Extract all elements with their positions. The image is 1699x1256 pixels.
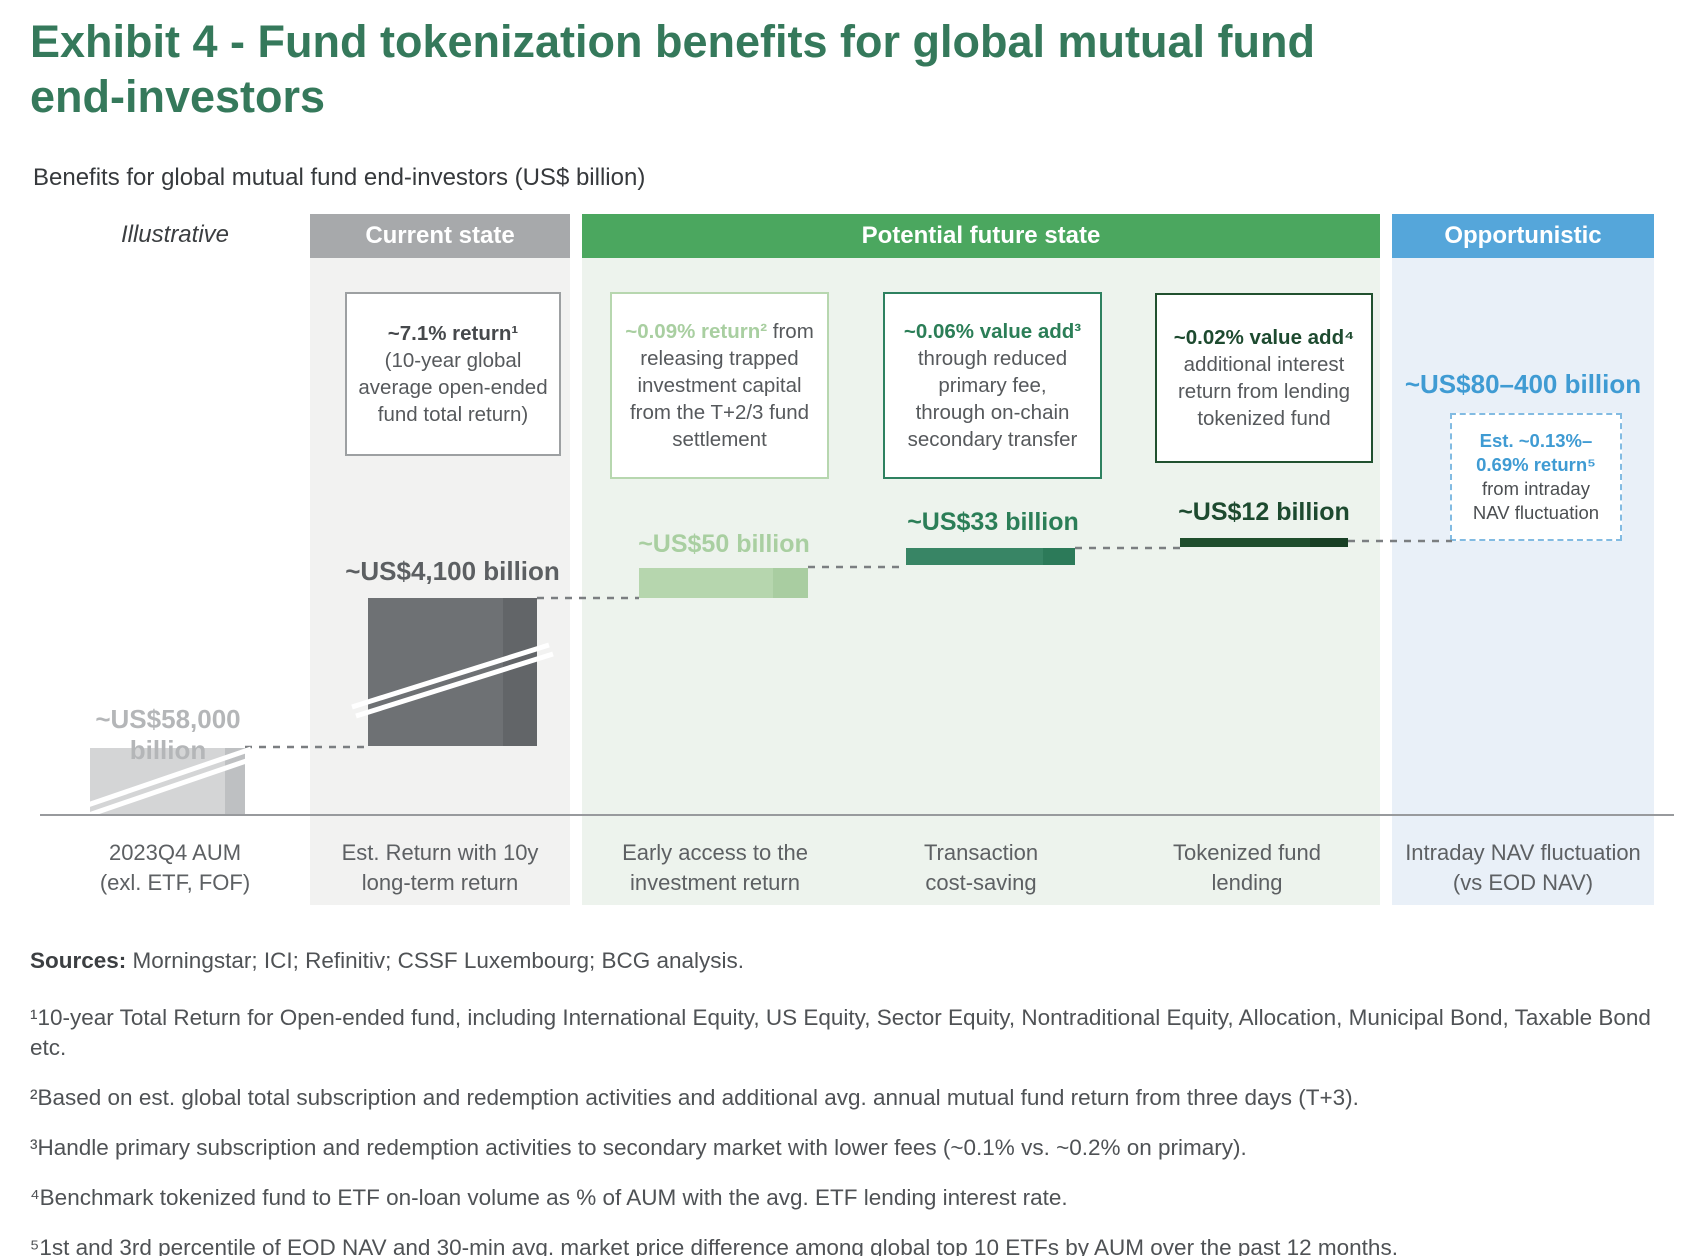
bar-early-access xyxy=(639,568,808,598)
bar-value-label-opportunistic: ~US$80–400 billion xyxy=(1404,369,1642,399)
x-axis-line xyxy=(40,814,1674,816)
annotation-rest: (10-year global average open-ended fund … xyxy=(358,348,548,427)
bar-value-label: ~US$33 billion xyxy=(907,508,1079,536)
footnotes-block: Sources: Morningstar; ICI; Refinitiv; CS… xyxy=(30,946,1678,1256)
bar-shade-strip xyxy=(1043,548,1075,565)
annotation-rest: additional interest return from lending … xyxy=(1177,352,1351,431)
bar-est-return xyxy=(368,598,537,746)
bar-tokenized-fund-lending xyxy=(1180,538,1348,547)
annotation-text: ~0.02% value add⁴ additional interest ret… xyxy=(1174,324,1355,432)
opportunistic-column-bg xyxy=(1392,258,1654,905)
axis-label-est-return: Est. Return with 10y long-term return xyxy=(341,840,539,895)
axis-label-fund-lending: Tokenized fund lending xyxy=(1173,840,1321,895)
footnote-4: ⁴Benchmark tokenized fund to ETF on-loan… xyxy=(30,1184,1068,1210)
section-header-opportunistic: Opportunistic xyxy=(1392,214,1654,258)
annotation-box-current-return: ~7.1% return¹ (10-year global average ope… xyxy=(345,292,561,456)
annotation-box-transaction-cost: ~0.06% value add³ through reduced primary… xyxy=(883,292,1102,479)
axis-label-nav-fluctuation: Intraday NAV fluctuation (vs EOD NAV) xyxy=(1405,840,1641,895)
illustrative-note: Illustrative xyxy=(120,221,230,248)
sources-line: Sources: Morningstar; ICI; Refinitiv; CS… xyxy=(30,946,1678,976)
bar-shade-strip xyxy=(773,568,808,598)
bar-shade-strip xyxy=(503,598,537,746)
annotation-text: ~0.06% value add³ through reduced primary… xyxy=(904,318,1081,453)
annotation-lead: ~0.06% value add³ xyxy=(903,319,1082,343)
annotation-lead: ~0.02% value add⁴ xyxy=(1173,325,1355,349)
footnote-5: ⁵1st and 3rd percentile of EOD NAV and 3… xyxy=(30,1234,1398,1256)
axis-label-transaction-cost: Transaction cost-saving xyxy=(923,840,1039,895)
annotation-text: Est. ~0.13%– 0.69% return⁵ from intraday … xyxy=(1473,429,1599,525)
annotation-rest: from releasing trapped investment capita… xyxy=(629,319,814,452)
annotation-lead: Est. ~0.13%– 0.69% return⁵ xyxy=(1476,429,1596,475)
bar-value-label: ~US$12 billion xyxy=(1178,498,1350,526)
bar-shade-strip xyxy=(1310,538,1348,547)
chart-title: Benefits for global mutual fund end-inve… xyxy=(33,164,646,191)
axis-label-early-access: Early access to the investment return xyxy=(622,840,808,895)
sources-text: Morningstar; ICI; Refinitiv; CSSF Luxemb… xyxy=(126,948,745,973)
annotation-rest: through reduced primary fee, through on-… xyxy=(907,346,1078,452)
bar-value-label: ~US$4,100 billion xyxy=(345,556,560,586)
axis-label-2023q4-aum: 2023Q4 AUM (exl. ETF, FOF) xyxy=(99,840,251,895)
annotation-box-fund-lending: ~0.02% value add⁴ additional interest ret… xyxy=(1155,293,1373,463)
footnote-3: ³Handle primary subscription and redempt… xyxy=(30,1134,1247,1160)
bar-value-label: ~US$50 billion xyxy=(638,530,810,558)
bar-transaction-cost-saving xyxy=(906,548,1075,565)
annotation-rest: from intraday NAV fluctuation xyxy=(1472,478,1600,524)
annotation-lead: ~0.09% return² xyxy=(625,319,768,343)
annotation-text: ~0.09% return² from releasing trapped in… xyxy=(625,318,814,453)
annotation-lead: ~7.1% return¹ xyxy=(387,321,519,345)
annotation-text: ~7.1% return¹ (10-year global average ope… xyxy=(358,320,547,428)
section-header-current-state: Current state xyxy=(310,214,570,258)
sources-label: Sources: xyxy=(30,948,127,973)
page-title: Exhibit 4 - Fund tokenization benefits f… xyxy=(30,16,1315,123)
bar-value-label: ~US$58,000 billion xyxy=(95,704,241,765)
annotation-box-nav-fluctuation: Est. ~0.13%– 0.69% return⁵ from intraday … xyxy=(1450,413,1622,541)
annotation-box-early-access: ~0.09% return² from releasing trapped in… xyxy=(610,292,829,479)
footnote-1: ¹10-year Total Return for Open-ended fun… xyxy=(30,1004,1651,1060)
section-header-potential-future-state: Potential future state xyxy=(582,214,1380,258)
footnote-2: ²Based on est. global total subscription… xyxy=(30,1084,1359,1110)
